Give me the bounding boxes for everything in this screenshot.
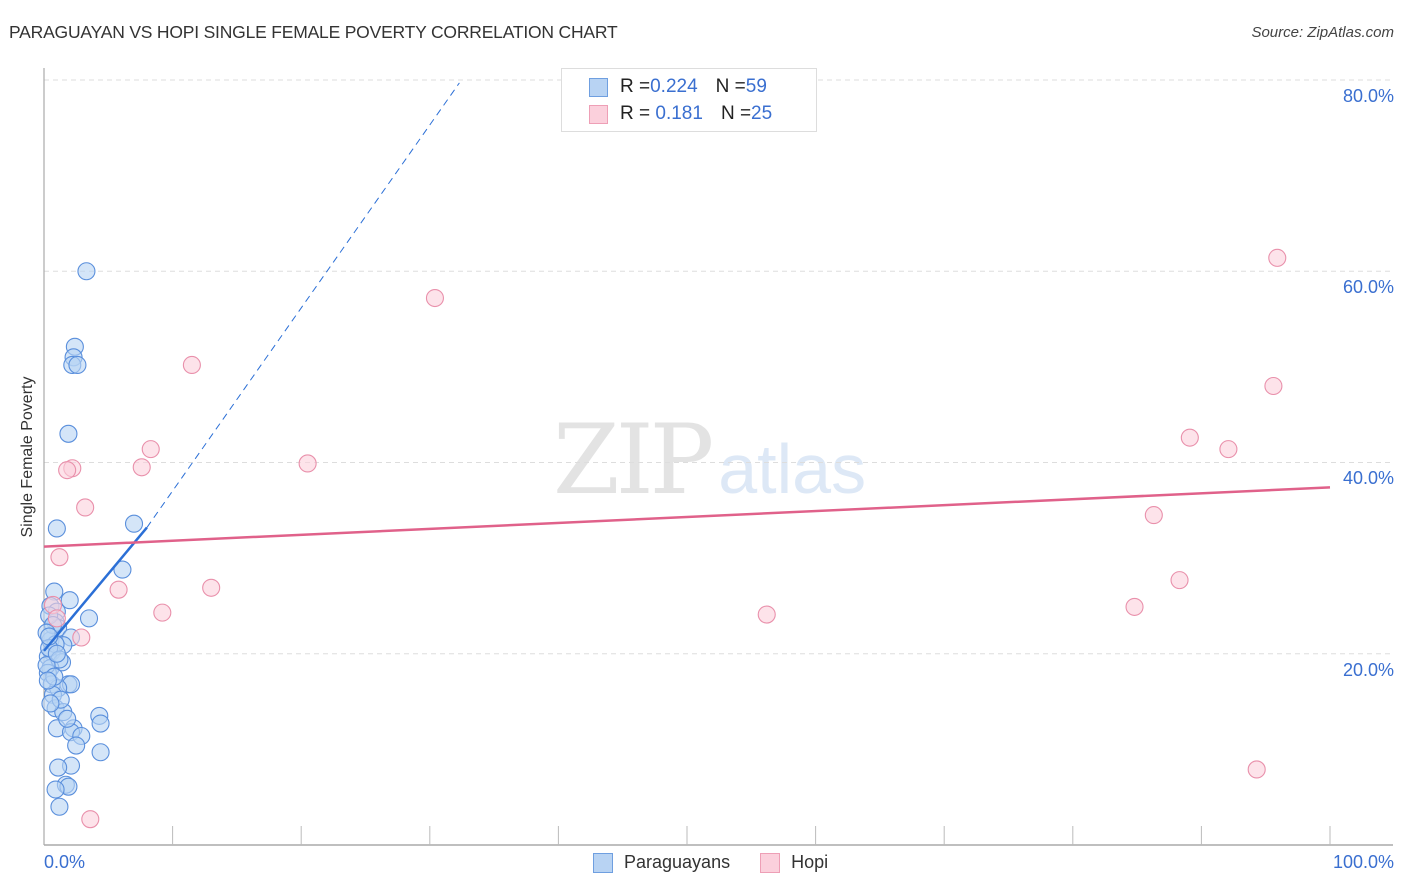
hopi-point: [182, 355, 201, 375]
n-label: N =: [715, 76, 746, 97]
hopi-point: [1264, 376, 1283, 396]
watermark-atlas: atlas: [718, 430, 867, 508]
n-value: 59: [745, 76, 767, 97]
hopi-point: [1268, 248, 1287, 267]
hopi-point: [1144, 506, 1163, 525]
n-label: N =: [720, 103, 752, 124]
paraguayan-point: [47, 644, 66, 663]
legend-row-paraguayans: R = 0.224 N = 59: [589, 75, 767, 99]
hopi-point: [141, 440, 160, 459]
y-tick-80: 80.0%: [1342, 86, 1394, 106]
hopi-point: [1180, 428, 1199, 447]
y-tick-40: 40.0%: [1342, 468, 1394, 488]
y-tick-20: 20.0%: [1342, 660, 1394, 680]
hopi-point: [50, 548, 69, 567]
paraguayan-point: [124, 514, 144, 533]
chart-title: PARAGUAYAN VS HOPI SINGLE FEMALE POVERTY…: [9, 22, 618, 42]
blue-swatch-icon: [593, 852, 613, 873]
legend-item-hopi[interactable]: Hopi: [760, 852, 828, 873]
paraguayan-point: [67, 736, 86, 755]
hopi-point: [298, 454, 317, 473]
paraguayan-point: [68, 355, 87, 375]
paraguayan-point: [60, 591, 79, 610]
series-legend: Paraguayans Hopi: [593, 852, 858, 873]
legend-label: Paraguayans: [624, 852, 731, 872]
correlation-legend: R = 0.224 N = 59 R = 0.181 N = 25: [561, 68, 817, 132]
paraguayan-point: [50, 797, 69, 816]
paraguayan-point: [113, 560, 132, 579]
hopi-point: [202, 578, 221, 597]
paraguayan-point: [47, 519, 66, 538]
watermark-zip: ZIP: [553, 404, 714, 516]
paraguayan-point: [49, 758, 68, 777]
hopi-point: [1170, 571, 1189, 590]
hopi-point: [109, 580, 128, 599]
paraguayan-point: [79, 609, 99, 628]
paraguayan-trend-line: [43, 526, 148, 652]
source-credit: Source: ZipAtlas.com: [1251, 24, 1394, 41]
hopi-trend-line: [43, 486, 1331, 548]
legend-row-hopi: R = 0.181 N = 25: [589, 102, 772, 126]
hopi-point: [81, 810, 100, 829]
paraguayan-point: [38, 671, 57, 690]
x-tick-100: 100.0%: [1332, 852, 1394, 872]
hopi-point: [153, 603, 172, 622]
legend-label: Hopi: [791, 852, 829, 872]
hopi-point: [1219, 440, 1238, 459]
paraguayan-point: [41, 694, 60, 713]
blue-swatch-icon: [589, 77, 608, 97]
pink-swatch-icon: [589, 104, 608, 124]
paraguayan-point: [77, 262, 96, 281]
paraguayan-point: [91, 714, 110, 733]
hopi-point: [47, 609, 66, 628]
paraguayan-point: [91, 743, 110, 762]
r-value: 0.181: [650, 103, 703, 124]
pink-swatch-icon: [760, 852, 781, 873]
hopi-point: [757, 605, 776, 624]
r-label: R =: [620, 103, 651, 124]
r-value: 0.224: [650, 76, 698, 97]
zipatlas-watermark: ZIP atlas: [553, 404, 866, 516]
hopi-point: [1125, 597, 1144, 616]
y-tick-60: 60.0%: [1342, 277, 1394, 297]
legend-item-paraguayans[interactable]: Paraguayans: [593, 852, 730, 873]
y-axis-label: Single Female Poverty: [19, 376, 36, 538]
paraguayan-trend-extension: [146, 82, 460, 528]
paraguayan-point: [46, 780, 65, 799]
hopi-point: [72, 628, 91, 647]
x-tick-0: 0.0%: [44, 852, 86, 872]
hopi-point: [425, 288, 444, 308]
paraguayan-point: [58, 709, 77, 728]
r-label: R =: [620, 76, 651, 97]
hopi-point: [58, 461, 77, 480]
n-value: 25: [751, 103, 773, 124]
paraguayan-point: [59, 424, 78, 443]
hopi-point: [132, 458, 151, 477]
hopi-point: [76, 498, 95, 517]
hopi-point: [1247, 760, 1266, 779]
